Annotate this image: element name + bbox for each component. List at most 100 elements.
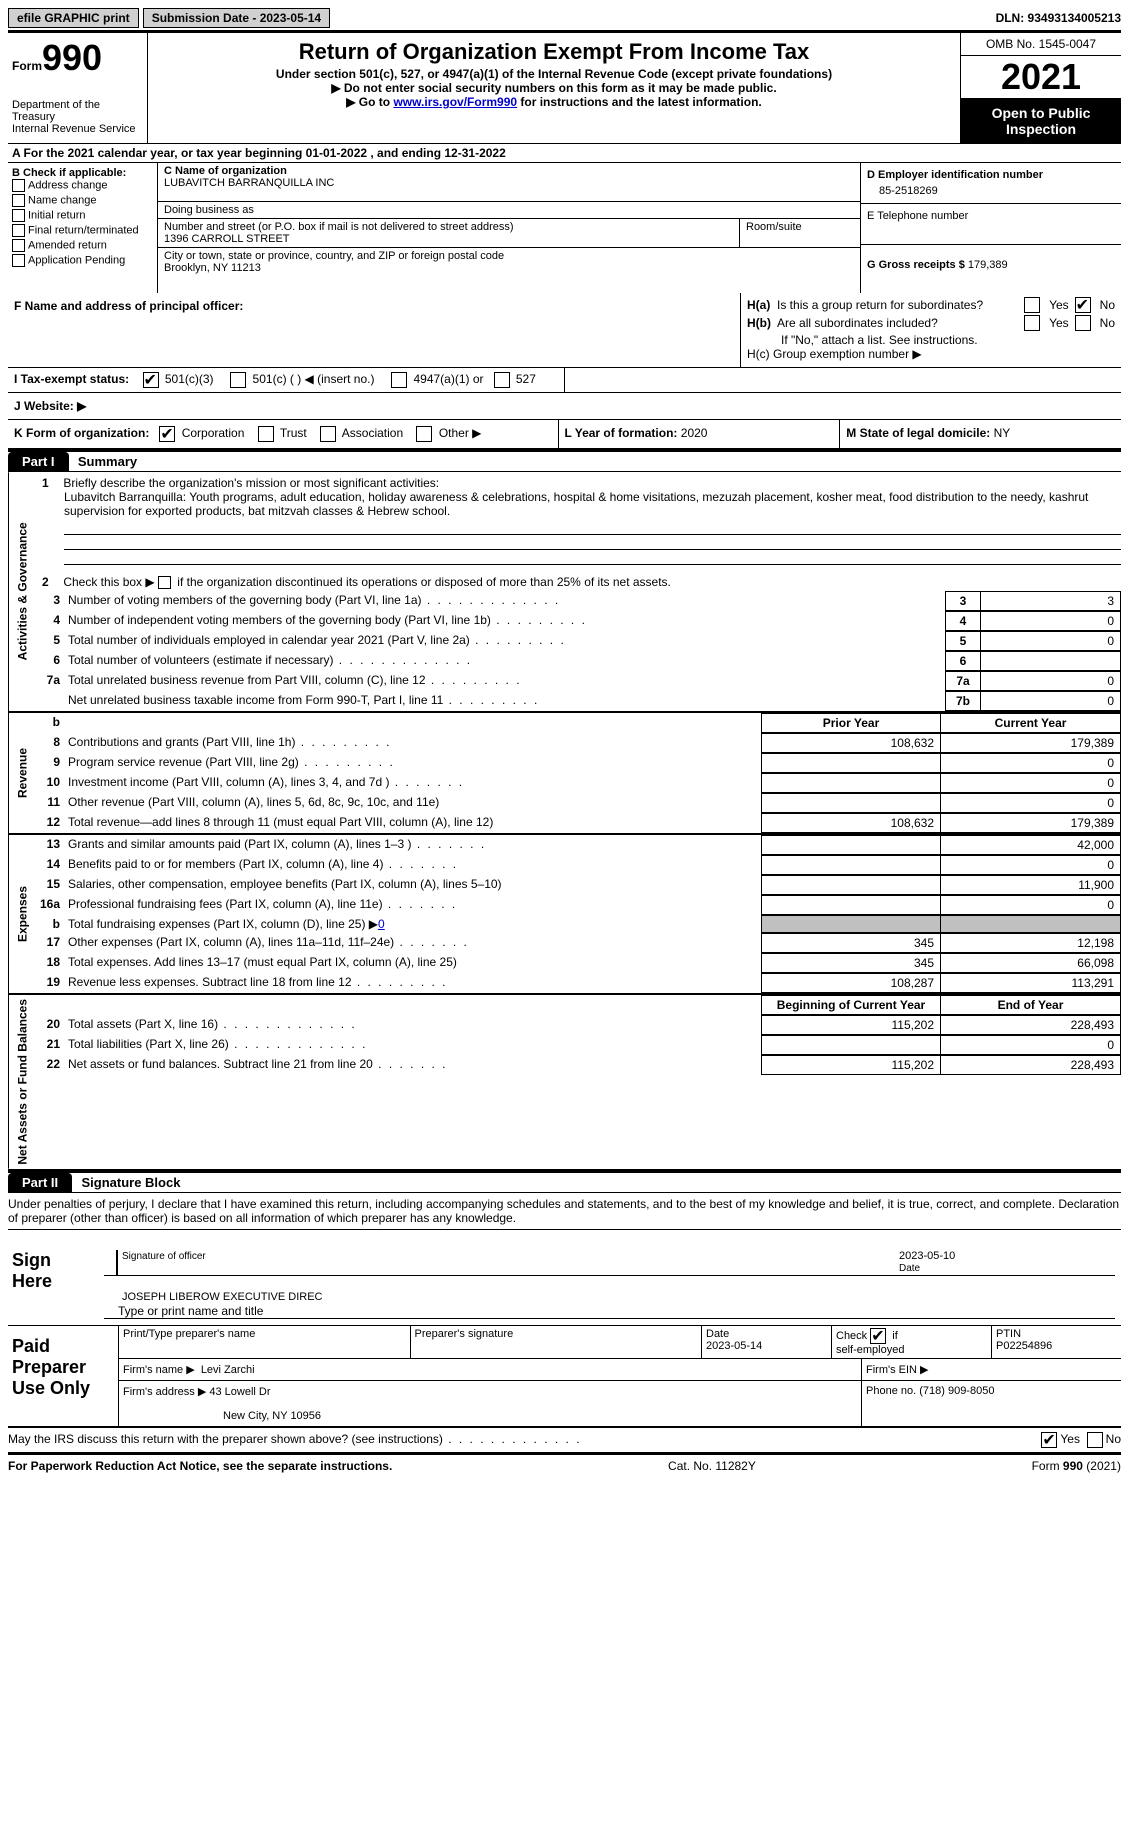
checkbox-name-change[interactable]: [12, 194, 25, 207]
sign-date: 2023-05-10: [895, 1250, 1115, 1262]
block-c: C Name of organization LUBAVITCH BARRANQ…: [158, 163, 861, 293]
line13-prior: [761, 835, 941, 855]
line21-prior: [761, 1035, 941, 1055]
blocks-fh: F Name and address of principal officer:…: [8, 293, 1121, 368]
line9-prior: [761, 753, 941, 773]
efile-badge: efile GRAPHIC print: [8, 8, 139, 28]
submission-date-badge: Submission Date - 2023-05-14: [143, 8, 330, 28]
blocks-bcd: B Check if applicable: Address change Na…: [8, 163, 1121, 293]
checkbox-discuss-yes[interactable]: [1041, 1432, 1057, 1448]
vtab-expenses: Expenses: [8, 835, 36, 993]
checkbox-application-pending[interactable]: [12, 254, 25, 267]
dln-label: DLN: 93493134005213: [996, 11, 1121, 25]
checkbox-association[interactable]: [320, 426, 336, 442]
line18-prior: 345: [761, 953, 941, 973]
year-formation: 2020: [681, 426, 708, 440]
checkbox-ha-yes[interactable]: [1024, 297, 1040, 313]
line11-prior: [761, 793, 941, 813]
form-label: Form: [12, 59, 42, 73]
line22-prior: 115,202: [761, 1055, 941, 1075]
checkbox-self-employed[interactable]: [870, 1328, 886, 1344]
line7a-value: 0: [981, 671, 1121, 691]
line15-prior: [761, 875, 941, 895]
open-inspection: Open to Public Inspection: [961, 99, 1121, 143]
checkbox-corporation[interactable]: [159, 426, 175, 442]
org-name: LUBAVITCH BARRANQUILLA INC: [164, 177, 854, 189]
penalty-statement: Under penalties of perjury, I declare th…: [8, 1193, 1121, 1229]
firm-name: Levi Zarchi: [201, 1364, 255, 1376]
city-value: Brooklyn, NY 11213: [164, 262, 854, 274]
checkbox-501c3[interactable]: [143, 372, 159, 388]
ptin-value: P02254896: [996, 1340, 1052, 1352]
vtab-revenue: Revenue: [8, 713, 36, 833]
ein-value: 85-2518269: [867, 181, 1115, 197]
line17-current: 12,198: [941, 933, 1121, 953]
line14-current: 0: [941, 855, 1121, 875]
line8-prior: 108,632: [761, 733, 941, 753]
block-d: D Employer identification number 85-2518…: [861, 163, 1121, 293]
checkbox-hb-yes[interactable]: [1024, 315, 1040, 331]
tax-year: 2021: [961, 56, 1121, 99]
checkbox-527[interactable]: [494, 372, 510, 388]
line18-current: 66,098: [941, 953, 1121, 973]
checkbox-initial-return[interactable]: [12, 209, 25, 222]
firm-phone: (718) 909-8050: [919, 1385, 994, 1397]
form-header: Form990 Department of the Treasury Inter…: [8, 33, 1121, 144]
line7b-value: 0: [981, 691, 1121, 711]
checkbox-other[interactable]: [416, 426, 432, 442]
line14-prior: [761, 855, 941, 875]
line16a-current: 0: [941, 895, 1121, 915]
form-number: 990: [42, 37, 102, 78]
dept-treasury: Department of the Treasury: [12, 99, 143, 123]
line-a: A For the 2021 calendar year, or tax yea…: [8, 144, 1121, 163]
line22-current: 228,493: [941, 1055, 1121, 1075]
line19-prior: 108,287: [761, 973, 941, 993]
part-2-header: Part II Signature Block: [8, 1172, 1121, 1193]
firm-addr1: 43 Lowell Dr: [209, 1386, 270, 1398]
omb-number: OMB No. 1545-0047: [961, 33, 1121, 56]
checkbox-final-return[interactable]: [12, 224, 25, 237]
line12-prior: 108,632: [761, 813, 941, 833]
line11-current: 0: [941, 793, 1121, 813]
vtab-net-assets: Net Assets or Fund Balances: [8, 995, 36, 1169]
line19-current: 113,291: [941, 973, 1121, 993]
line9-current: 0: [941, 753, 1121, 773]
line8-current: 179,389: [941, 733, 1121, 753]
line15-current: 11,900: [941, 875, 1121, 895]
firm-addr2: New City, NY 10956: [123, 1410, 321, 1422]
sign-here-block: Sign Here Signature of officer 2023-05-1…: [8, 1229, 1121, 1326]
line13-current: 42,000: [941, 835, 1121, 855]
checkbox-address-change[interactable]: [12, 179, 25, 192]
top-bar: efile GRAPHIC print Submission Date - 20…: [8, 8, 1121, 28]
checkbox-ha-no[interactable]: [1075, 297, 1091, 313]
gross-receipts-value: 179,389: [968, 259, 1008, 271]
line16a-prior: [761, 895, 941, 915]
state-domicile: NY: [994, 426, 1011, 440]
line20-current: 228,493: [941, 1015, 1121, 1035]
line3-value: 3: [981, 591, 1121, 611]
row-j: J Website: ▶: [8, 393, 1121, 420]
paid-preparer-block: Paid Preparer Use Only Print/Type prepar…: [8, 1326, 1121, 1428]
checkbox-trust[interactable]: [258, 426, 274, 442]
form-subtitle: Under section 501(c), 527, or 4947(a)(1)…: [152, 67, 956, 81]
checkbox-hb-no[interactable]: [1075, 315, 1091, 331]
checkbox-discontinued[interactable]: [158, 576, 171, 589]
street-value: 1396 CARROLL STREET: [164, 233, 733, 245]
form-title: Return of Organization Exempt From Incom…: [152, 39, 956, 65]
irs-link[interactable]: www.irs.gov/Form990: [393, 95, 517, 109]
fundraising-link[interactable]: 0: [378, 917, 385, 931]
line20-prior: 115,202: [761, 1015, 941, 1035]
checkbox-amended-return[interactable]: [12, 239, 25, 252]
checkbox-501c-other[interactable]: [230, 372, 246, 388]
vtab-governance: Activities & Governance: [8, 472, 36, 711]
checkbox-discuss-no[interactable]: [1087, 1432, 1103, 1448]
line10-current: 0: [941, 773, 1121, 793]
form-note-1: Do not enter social security numbers on …: [152, 81, 956, 95]
line12-current: 179,389: [941, 813, 1121, 833]
checkbox-4947a1[interactable]: [391, 372, 407, 388]
block-b: B Check if applicable: Address change Na…: [8, 163, 158, 293]
line17-prior: 345: [761, 933, 941, 953]
page-footer: For Paperwork Reduction Act Notice, see …: [8, 1454, 1121, 1477]
line4-value: 0: [981, 611, 1121, 631]
line6-value: [981, 651, 1121, 671]
